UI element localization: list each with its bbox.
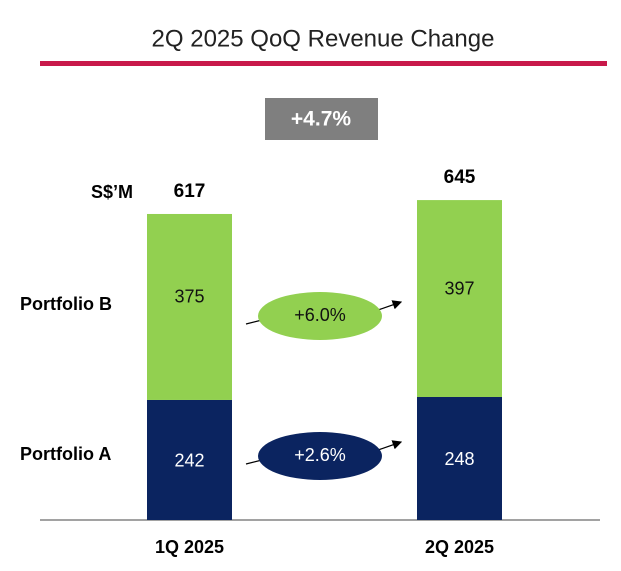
bar-segment bbox=[417, 396, 502, 520]
chart-title: 2Q 2025 QoQ Revenue Change bbox=[152, 25, 495, 52]
title-rule bbox=[40, 61, 607, 66]
change-ellipse bbox=[258, 292, 382, 340]
value-label: 242 bbox=[174, 451, 204, 471]
value-label: 397 bbox=[444, 278, 474, 298]
total-label: 617 bbox=[174, 181, 206, 202]
change-label: +6.0% bbox=[294, 305, 346, 325]
x-tick-label: 1Q 2025 bbox=[155, 537, 224, 557]
arrow bbox=[377, 440, 403, 451]
legend-label: Portfolio A bbox=[20, 444, 111, 464]
total-change-box bbox=[265, 98, 378, 140]
bar-segment bbox=[147, 213, 232, 400]
bar-segment bbox=[417, 200, 502, 397]
value-label: 375 bbox=[174, 287, 204, 307]
total-change: +4.7% bbox=[291, 108, 351, 131]
change-label: +2.6% bbox=[294, 445, 346, 465]
x-tick-label: 2Q 2025 bbox=[425, 537, 494, 557]
arrow bbox=[377, 300, 403, 311]
total-label: 645 bbox=[444, 167, 476, 188]
bar-segment bbox=[147, 399, 232, 520]
change-ellipse bbox=[258, 432, 382, 480]
legend-label: Portfolio B bbox=[20, 294, 112, 314]
unit-label: S$’M bbox=[91, 182, 133, 202]
value-label: 248 bbox=[444, 449, 474, 469]
